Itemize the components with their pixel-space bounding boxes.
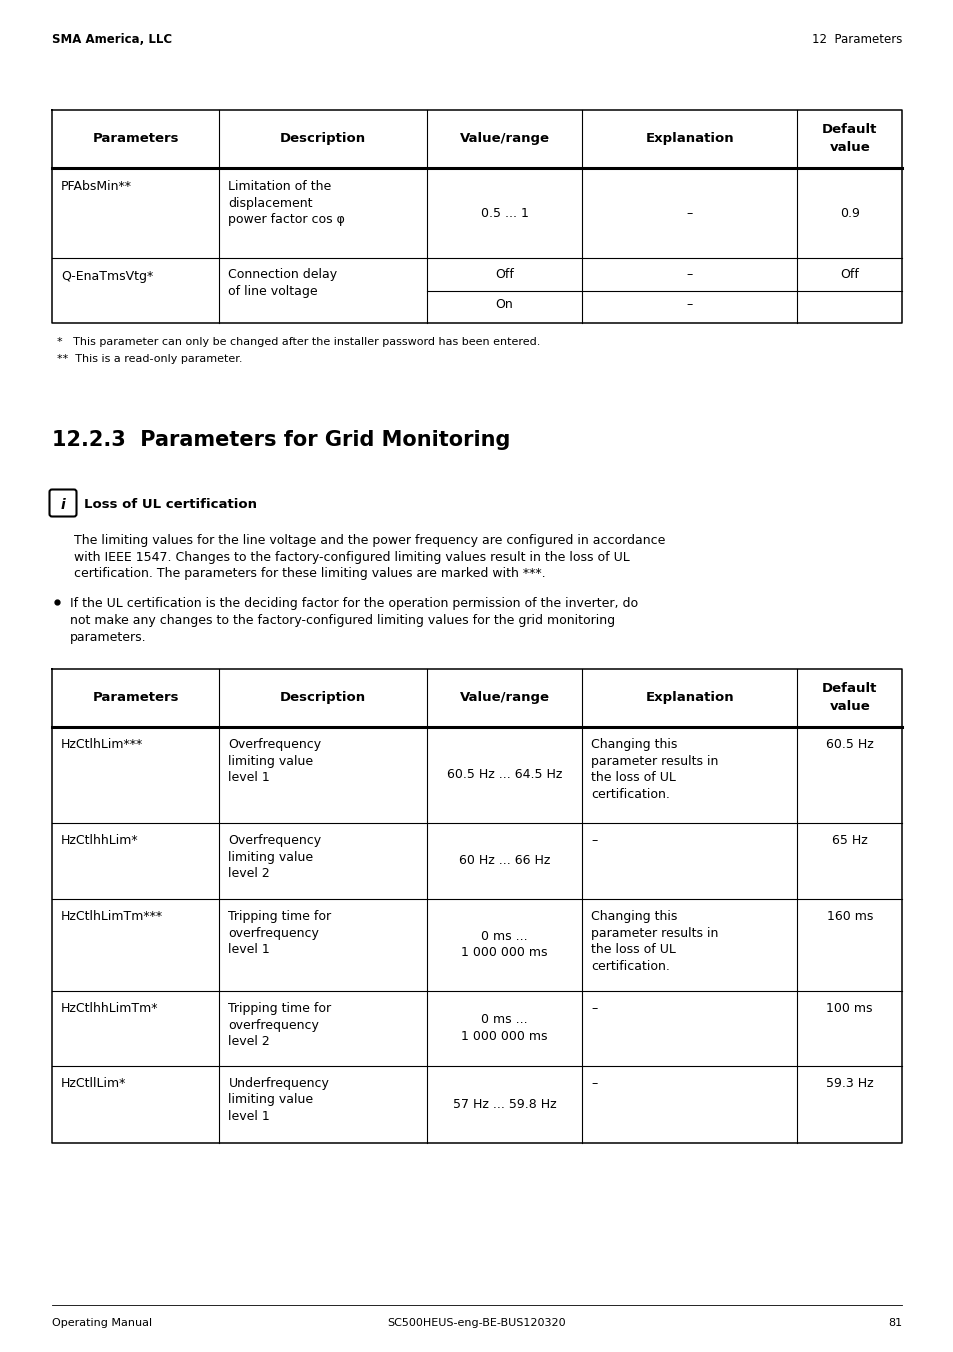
Text: of line voltage: of line voltage <box>228 284 317 297</box>
Text: level 1: level 1 <box>228 942 270 956</box>
Text: displacement: displacement <box>228 196 313 210</box>
Text: limiting value: limiting value <box>228 1094 314 1106</box>
Text: certification.: certification. <box>591 787 670 800</box>
Text: the loss of UL: the loss of UL <box>591 942 676 956</box>
Text: 160 ms: 160 ms <box>825 910 872 923</box>
Text: –: – <box>591 834 597 846</box>
Text: not make any changes to the factory-configured limiting values for the grid moni: not make any changes to the factory-conf… <box>70 614 615 627</box>
Text: parameters.: parameters. <box>70 630 147 644</box>
Text: Operating Manual: Operating Manual <box>52 1318 152 1328</box>
Text: –: – <box>686 268 692 281</box>
Text: 12.2.3  Parameters for Grid Monitoring: 12.2.3 Parameters for Grid Monitoring <box>52 430 510 450</box>
Text: value: value <box>828 141 869 154</box>
Text: Parameters: Parameters <box>92 691 179 704</box>
Text: with IEEE 1547. Changes to the factory-configured limiting values result in the : with IEEE 1547. Changes to the factory-c… <box>74 550 629 564</box>
Text: 57 Hz ... 59.8 Hz: 57 Hz ... 59.8 Hz <box>453 1098 556 1110</box>
Text: 59.3 Hz: 59.3 Hz <box>825 1078 873 1090</box>
Text: limiting value: limiting value <box>228 850 314 864</box>
Text: HzCtlhLim***: HzCtlhLim*** <box>61 738 143 750</box>
Text: certification. The parameters for these limiting values are marked with ***.: certification. The parameters for these … <box>74 566 545 580</box>
Text: Tripping time for: Tripping time for <box>228 910 332 923</box>
Text: Default: Default <box>821 681 877 695</box>
Text: certification.: certification. <box>591 960 670 972</box>
Text: 100 ms: 100 ms <box>825 1002 872 1015</box>
Text: HzCtllLim*: HzCtllLim* <box>61 1078 126 1090</box>
Text: Loss of UL certification: Loss of UL certification <box>84 498 256 511</box>
Text: 1 000 000 ms: 1 000 000 ms <box>461 1030 547 1042</box>
Text: *   This parameter can only be changed after the installer password has been ent: * This parameter can only be changed aft… <box>57 337 539 347</box>
Text: Connection delay: Connection delay <box>228 268 337 281</box>
Text: Off: Off <box>495 268 514 281</box>
Text: Underfrequency: Underfrequency <box>228 1078 329 1090</box>
Text: Value/range: Value/range <box>459 691 549 704</box>
Text: PFAbsMin**: PFAbsMin** <box>61 180 132 193</box>
Text: value: value <box>828 700 869 713</box>
Text: Overfrequency: Overfrequency <box>228 834 321 846</box>
Text: On: On <box>496 299 513 311</box>
Text: –: – <box>591 1002 597 1015</box>
Text: 60.5 Hz ... 64.5 Hz: 60.5 Hz ... 64.5 Hz <box>446 768 561 781</box>
Text: –: – <box>686 299 692 311</box>
Text: Default: Default <box>821 123 877 137</box>
Text: **  This is a read-only parameter.: ** This is a read-only parameter. <box>57 354 242 364</box>
Text: Description: Description <box>280 691 366 704</box>
Text: 1 000 000 ms: 1 000 000 ms <box>461 946 547 960</box>
Text: 60 Hz ... 66 Hz: 60 Hz ... 66 Hz <box>458 854 550 867</box>
Text: Changing this: Changing this <box>591 738 677 750</box>
Text: Q-EnaTmsVtg*: Q-EnaTmsVtg* <box>61 270 153 283</box>
Text: –: – <box>591 1078 597 1090</box>
Text: Changing this: Changing this <box>591 910 677 923</box>
Text: 12  Parameters: 12 Parameters <box>811 32 901 46</box>
Text: parameter results in: parameter results in <box>591 926 718 940</box>
Text: 0 ms ...: 0 ms ... <box>481 930 527 942</box>
Text: If the UL certification is the deciding factor for the operation permission of t: If the UL certification is the deciding … <box>70 598 638 611</box>
Text: Overfrequency: Overfrequency <box>228 738 321 750</box>
Text: level 1: level 1 <box>228 1110 270 1124</box>
Text: Explanation: Explanation <box>645 691 734 704</box>
Text: the loss of UL: the loss of UL <box>591 771 676 784</box>
Text: SMA America, LLC: SMA America, LLC <box>52 32 172 46</box>
Text: parameter results in: parameter results in <box>591 754 718 768</box>
Text: level 2: level 2 <box>228 867 270 880</box>
Text: 81: 81 <box>887 1318 901 1328</box>
Text: HzCtlhhLimTm*: HzCtlhhLimTm* <box>61 1002 158 1015</box>
Text: 0 ms ...: 0 ms ... <box>481 1013 527 1026</box>
Text: power factor cos φ: power factor cos φ <box>228 214 345 226</box>
Text: –: – <box>686 207 692 220</box>
Text: i: i <box>61 498 66 512</box>
Text: Parameters: Parameters <box>92 132 179 145</box>
Text: Limitation of the: Limitation of the <box>228 180 332 193</box>
Text: Description: Description <box>280 132 366 145</box>
Text: Off: Off <box>840 268 859 281</box>
Text: overfrequency: overfrequency <box>228 926 319 940</box>
Text: HzCtlhLimTm***: HzCtlhLimTm*** <box>61 910 163 923</box>
Text: 0.9: 0.9 <box>839 207 859 220</box>
Text: The limiting values for the line voltage and the power frequency are configured : The limiting values for the line voltage… <box>74 534 664 548</box>
Text: 0.5 ... 1: 0.5 ... 1 <box>480 207 528 220</box>
Text: Tripping time for: Tripping time for <box>228 1002 332 1015</box>
Text: limiting value: limiting value <box>228 754 314 768</box>
Text: level 2: level 2 <box>228 1036 270 1048</box>
Text: HzCtlhhLim*: HzCtlhhLim* <box>61 834 138 846</box>
Text: 60.5 Hz: 60.5 Hz <box>825 738 873 750</box>
Text: 65 Hz: 65 Hz <box>831 834 866 846</box>
Text: Explanation: Explanation <box>645 132 734 145</box>
Text: SC500HEUS-eng-BE-BUS120320: SC500HEUS-eng-BE-BUS120320 <box>387 1318 566 1328</box>
Text: overfrequency: overfrequency <box>228 1018 319 1032</box>
Text: Value/range: Value/range <box>459 132 549 145</box>
Text: level 1: level 1 <box>228 771 270 784</box>
